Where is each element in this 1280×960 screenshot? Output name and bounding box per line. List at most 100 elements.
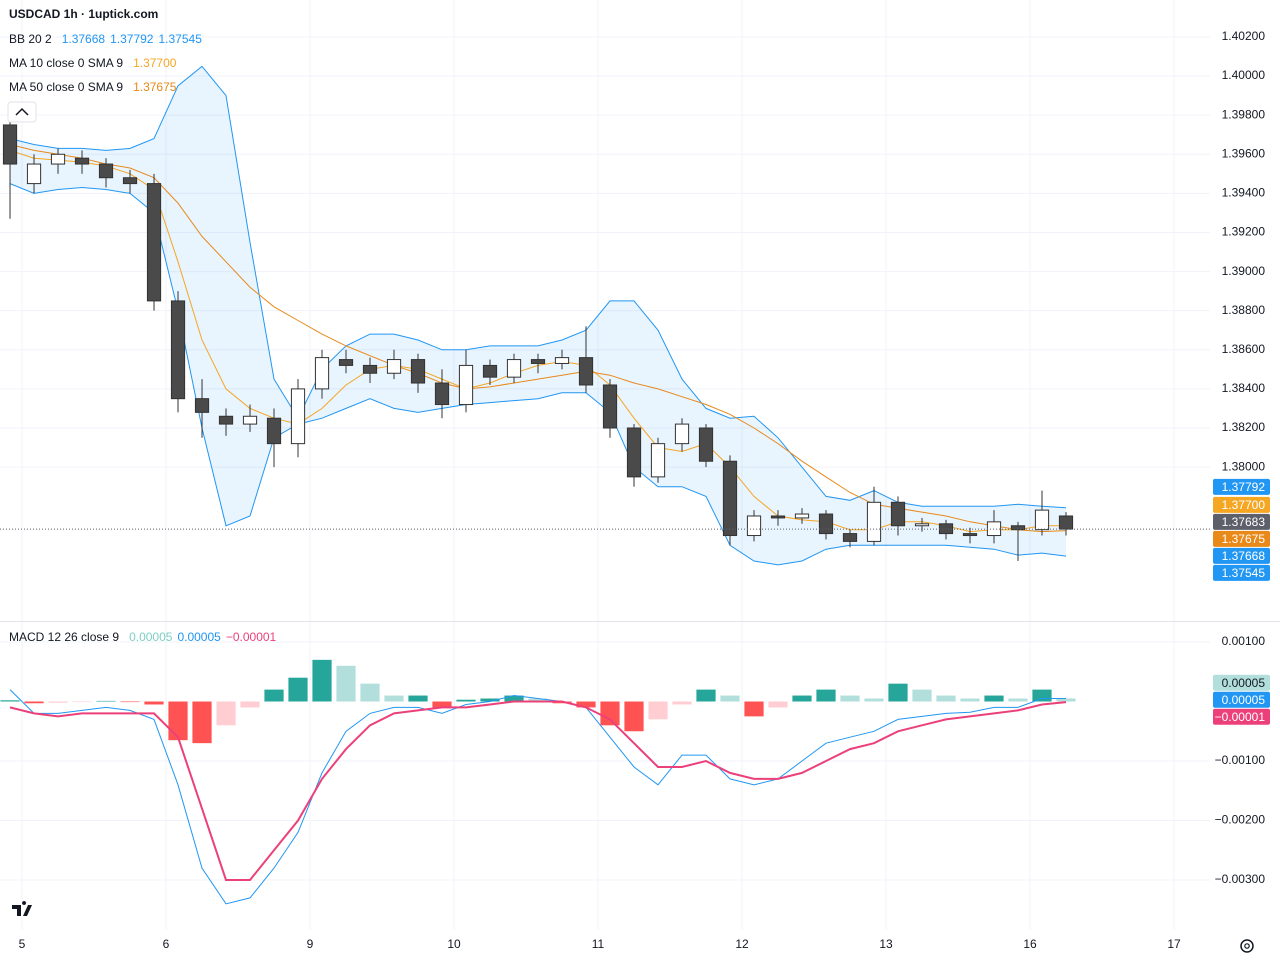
moving-average-line	[9, 144, 1067, 533]
histogram-bar	[984, 695, 1004, 702]
settings-icon[interactable]	[1240, 939, 1254, 953]
histogram-bar	[936, 695, 956, 702]
histogram-bar	[912, 689, 932, 702]
histogram-bar	[624, 701, 644, 732]
price-badge	[1213, 478, 1270, 495]
histogram-bar	[384, 695, 404, 702]
price-badge-label: 0.00005	[1222, 693, 1266, 707]
collapse-button[interactable]	[7, 101, 37, 123]
tv-logo	[10, 901, 38, 918]
price-badge-label: 1.37700	[1222, 498, 1266, 512]
candle-body	[938, 523, 954, 535]
caret-icon	[15, 107, 29, 116]
candle-body	[842, 533, 858, 542]
histogram-bar	[600, 701, 620, 726]
price-badge-label: 1.37668	[1222, 549, 1266, 563]
candle-body	[554, 357, 570, 364]
histogram-bar	[720, 695, 740, 702]
candle-body	[98, 163, 114, 179]
candle-body	[962, 533, 978, 537]
y-tick-label: 1.40200	[1222, 29, 1266, 43]
y-tick-label: 1.39800	[1222, 107, 1266, 121]
histogram-bar	[768, 701, 788, 708]
candle-body	[362, 364, 378, 374]
histogram-bar	[504, 695, 524, 702]
legend-name: MA 50 close 0 SMA 9	[9, 80, 123, 94]
histogram-bar	[216, 701, 236, 726]
y-tick-label: −0.00300	[1215, 872, 1266, 886]
y-tick-label: 1.39000	[1222, 264, 1266, 278]
x-tick-label: 9	[307, 937, 314, 951]
x-tick-label: 11	[592, 937, 605, 951]
candle-body	[338, 359, 354, 366]
plot-area	[0, 65, 1210, 905]
y-tick-label: 1.38000	[1222, 459, 1266, 473]
candle-body	[674, 423, 690, 445]
candle-body	[74, 157, 90, 165]
legend: BB 20 2 1.37668 1.37792 1.37545 MA 10 close …	[9, 32, 277, 644]
histogram-bar	[264, 689, 284, 702]
legend-value: 1.37545	[158, 32, 202, 46]
band-upper	[9, 65, 1067, 509]
histogram-bar	[288, 677, 308, 702]
legend-value: −0.00001	[226, 630, 277, 644]
legend-name: BB 20 2	[9, 32, 52, 46]
x-tick-label: 10	[447, 937, 461, 951]
candle-body	[794, 513, 810, 519]
candle-body	[482, 364, 498, 378]
histogram-bar	[144, 701, 164, 705]
button-frame[interactable]	[7, 101, 37, 123]
price-badge-label: 1.37545	[1222, 566, 1266, 580]
price-badge-label: 1.37683	[1222, 515, 1266, 529]
histogram-bar	[864, 698, 884, 702]
y-tick-label: 1.39600	[1222, 146, 1266, 160]
macd-line	[9, 700, 1067, 881]
candle-body	[410, 359, 426, 384]
candle-body	[1010, 525, 1026, 531]
candle-body	[602, 384, 618, 429]
histogram-bar	[528, 698, 548, 702]
gear-ring[interactable]	[1240, 939, 1254, 953]
price-badge	[1213, 691, 1270, 708]
candle-body	[530, 359, 546, 364]
candle-body	[746, 515, 762, 537]
candle-body	[434, 382, 450, 406]
chart-title: USDCAD 1h · 1uptick.com	[9, 7, 158, 21]
y-tick-label: −0.00200	[1215, 813, 1266, 827]
price-badge	[1213, 674, 1270, 691]
histogram-bar	[432, 701, 452, 708]
band-lower	[9, 183, 1067, 566]
price-badge	[1213, 530, 1270, 547]
band-fill	[10, 66, 1066, 565]
histogram-bar	[1008, 698, 1028, 702]
histogram-bar	[456, 699, 476, 702]
histogram-bar	[336, 665, 356, 702]
candle-body	[266, 417, 282, 445]
candle-body	[722, 460, 738, 537]
grid	[0, 0, 1210, 930]
candle-body	[506, 359, 522, 378]
legend-value: 1.37668	[62, 32, 106, 46]
histogram-bar	[480, 698, 500, 702]
legend-name: MA 10 close 0 SMA 9	[9, 56, 123, 70]
histogram-bar	[888, 683, 908, 702]
histogram-bar	[48, 701, 68, 703]
candle-body	[50, 153, 66, 165]
legend-value: 1.37675	[133, 80, 177, 94]
candle-body	[26, 163, 42, 185]
histogram-bar	[96, 700, 116, 702]
x-tick-label: 6	[163, 937, 170, 951]
candle-body	[866, 501, 882, 542]
candle-body	[146, 183, 162, 302]
candle-body	[242, 415, 258, 425]
histogram-bar	[360, 683, 380, 702]
y-tick-label: 1.38200	[1222, 420, 1266, 434]
histogram-bar	[0, 700, 20, 702]
histogram-bar	[168, 701, 188, 741]
candle-body	[914, 523, 930, 527]
histogram-bar	[1056, 698, 1076, 702]
legend-name: MACD 12 26 close 9	[9, 630, 119, 644]
y-tick-label: 1.38800	[1222, 303, 1266, 317]
